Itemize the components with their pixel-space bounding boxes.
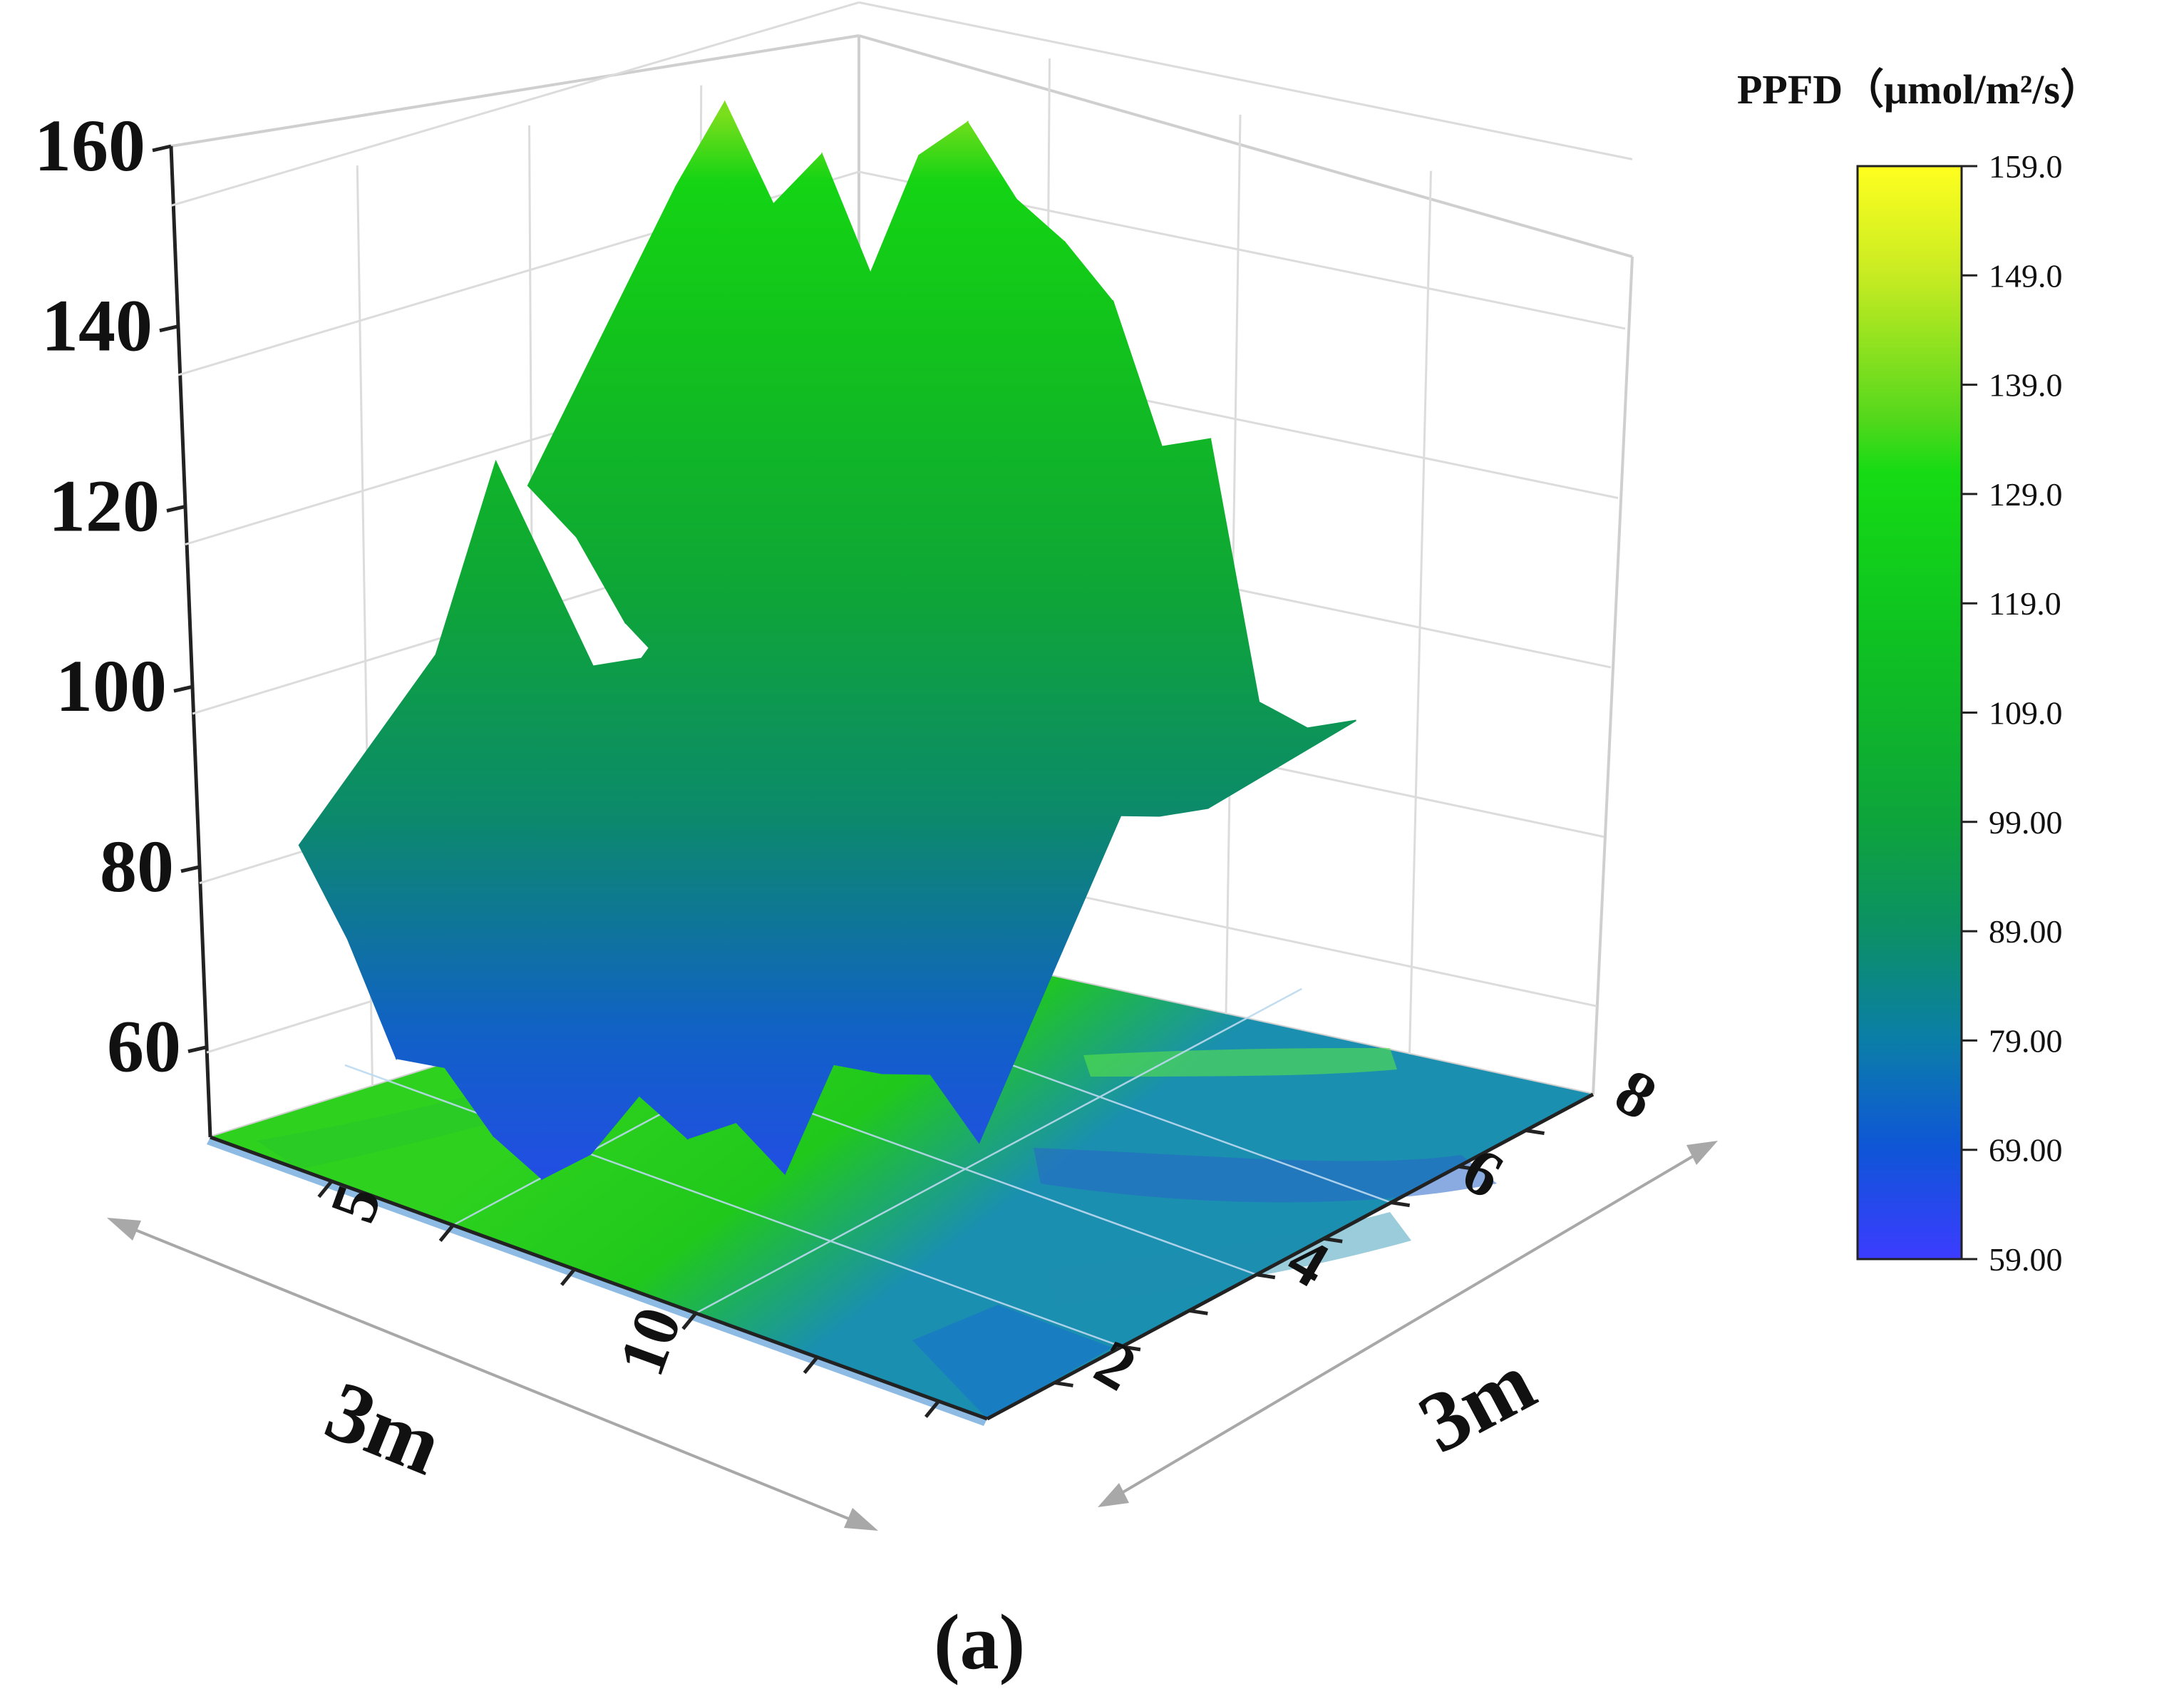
y-tick-mark	[1256, 1273, 1276, 1280]
x-tick-mark	[681, 1312, 698, 1330]
back-grid-line	[170, 1, 860, 207]
colorbar-tick-label: 139.0	[1989, 367, 2063, 404]
colorbar: PPFD（μmol/m²/s） 159.0 149.0 139.0 129.0 119.…	[1737, 66, 2101, 1278]
floor-front-edge	[210, 1092, 1595, 1421]
floor-grid-line	[344, 1064, 1123, 1348]
x-dimension-arrow	[107, 1218, 878, 1531]
back-surface-patch	[1159, 719, 1356, 817]
z-tick-label: 160	[34, 105, 145, 187]
colorbar-tick-label: 89.00	[1989, 913, 2063, 950]
colorbar-tick-label: 59.00	[1989, 1241, 2063, 1278]
colorbar-title: PPFD（μmol/m²/s）	[1737, 66, 2101, 113]
y-tick-mark	[1525, 1129, 1545, 1136]
x-tick-mark	[560, 1268, 576, 1286]
colorbar-tick-label: 79.00	[1989, 1022, 2063, 1059]
back-grid-line	[1408, 170, 1432, 1054]
z-tick-label: 60	[107, 1006, 181, 1088]
z-tick-label: 120	[48, 465, 160, 547]
colorbar-ticks: 159.0 149.0 139.0 129.0 119.0 109.0 99.00 89.00…	[1962, 148, 2063, 1278]
floor-grid-line	[695, 987, 1302, 1314]
panel-label: (a)	[934, 1598, 1025, 1685]
y-tick-mark	[1323, 1236, 1343, 1243]
colorbar-gradient	[1856, 165, 1963, 1261]
y-tick-mark	[1391, 1201, 1411, 1208]
colorbar-tick-label: 129.0	[1989, 476, 2063, 513]
z-tick-mark	[173, 684, 193, 693]
x-tick-mark	[438, 1223, 455, 1243]
front-surface	[298, 459, 1128, 1181]
colorbar-tick-label: 159.0	[1989, 148, 2063, 185]
z-axis-line	[169, 145, 212, 1138]
y-tick-mark	[1188, 1308, 1208, 1315]
colorbar-tick-label: 69.00	[1989, 1132, 2063, 1169]
y-axis-label: 3m	[1404, 1333, 1550, 1471]
x-axis-label: 3m	[314, 1362, 455, 1493]
y-tick-mark	[1458, 1164, 1478, 1171]
x-tick-mark	[924, 1400, 940, 1418]
z-tick-label: 140	[41, 285, 153, 367]
z-tick-label: 80	[100, 826, 174, 908]
floor-ticks	[317, 1129, 1545, 1418]
z-tick-mark	[166, 505, 186, 513]
z-tick-mark	[180, 865, 200, 873]
z-tick-label: 100	[56, 645, 167, 727]
z-tick-mark	[187, 1045, 207, 1054]
z-axis-ticks: 60 80 100 120 140 160	[34, 105, 207, 1088]
colorbar-tick-label: 149.0	[1989, 257, 2063, 294]
y-dimension-arrow	[1098, 1141, 1718, 1507]
colorbar-tick-label: 119.0	[1989, 585, 2061, 622]
x-tick-mark	[317, 1180, 334, 1198]
y-tick-mark	[1054, 1380, 1073, 1387]
z-tick-mark	[159, 324, 179, 333]
x-tick-mark	[803, 1356, 819, 1375]
z-tick-mark	[152, 144, 172, 153]
front-surface-patch	[929, 687, 1128, 1144]
y-tick-label: 8	[1604, 1054, 1669, 1134]
y-tick-mark	[1121, 1345, 1141, 1352]
colorbar-tick-label: 109.0	[1989, 695, 2063, 732]
back-surface	[527, 100, 1356, 952]
back-grid-line	[858, 1, 1633, 160]
colorbar-tick-label: 99.00	[1989, 804, 2063, 841]
